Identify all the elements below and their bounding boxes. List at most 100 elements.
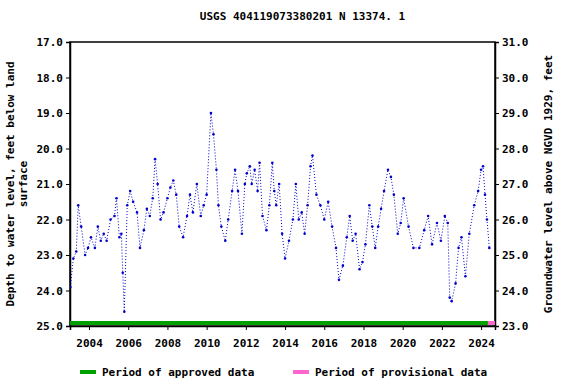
data-point xyxy=(345,236,348,239)
data-point xyxy=(454,282,457,285)
data-point xyxy=(234,169,237,172)
tick-mark xyxy=(495,149,499,150)
tick-mark xyxy=(89,326,90,330)
tick-label: 19.0 xyxy=(37,107,64,120)
data-point xyxy=(90,236,93,239)
tick: 24.0 xyxy=(37,285,71,298)
data-point xyxy=(115,197,118,200)
data-point xyxy=(327,200,330,203)
data-point xyxy=(402,197,405,200)
tick-label: 31.0 xyxy=(502,36,529,49)
data-point xyxy=(169,186,172,189)
data-point xyxy=(292,218,295,221)
tick-label: 2024 xyxy=(468,337,495,350)
data-point xyxy=(70,286,72,289)
data-point xyxy=(460,236,463,239)
tick: 2008 xyxy=(155,326,182,350)
data-point xyxy=(319,204,322,207)
data-point xyxy=(484,193,487,196)
data-point xyxy=(361,261,364,264)
tick: 29.0 xyxy=(495,107,529,120)
data-point xyxy=(309,165,312,168)
tick: 2022 xyxy=(429,326,456,350)
data-point xyxy=(113,215,116,218)
tick: 25.0 xyxy=(37,320,71,333)
tick-mark xyxy=(128,326,129,330)
tick-label: 24.0 xyxy=(37,285,64,298)
tick-mark xyxy=(495,255,499,256)
legend-label: Period of provisional data xyxy=(315,366,487,379)
title: USGS 404119073380201 N 13374. 1 xyxy=(200,10,406,23)
legend-swatch xyxy=(80,370,96,374)
y2-axis-title: Groundwater level above NGVD 1929, feet xyxy=(542,55,555,313)
tick-mark xyxy=(66,220,70,221)
data-point xyxy=(151,197,154,200)
data-point xyxy=(371,225,374,228)
data-point xyxy=(172,179,175,182)
data-point xyxy=(253,169,256,172)
tick-mark xyxy=(167,326,168,330)
tick-mark xyxy=(495,291,499,292)
data-point xyxy=(129,190,132,193)
tick: 2018 xyxy=(351,326,378,350)
data-point xyxy=(364,243,367,246)
data-point xyxy=(418,247,421,250)
tick-label: 29.0 xyxy=(502,107,529,120)
tick-label: 2014 xyxy=(272,337,299,350)
data-point xyxy=(202,204,205,207)
data-point xyxy=(77,204,80,207)
tick: 28.0 xyxy=(495,143,529,156)
plot-frame xyxy=(70,42,495,326)
tick: 23.0 xyxy=(37,249,71,262)
data-point xyxy=(351,240,354,243)
tick: 18.0 xyxy=(37,72,71,85)
data-point xyxy=(212,133,215,136)
data-point xyxy=(148,215,151,218)
tick-label: 22.0 xyxy=(37,214,64,227)
data-point xyxy=(175,193,178,196)
series-line xyxy=(70,113,489,312)
data-point xyxy=(224,240,227,243)
data-point xyxy=(338,279,341,282)
data-point xyxy=(315,193,318,196)
data-point xyxy=(342,264,345,267)
tick-mark xyxy=(66,291,70,292)
data-point xyxy=(205,193,208,196)
tick-mark xyxy=(66,184,70,185)
data-point xyxy=(136,211,139,214)
data-point xyxy=(72,257,75,260)
data-point xyxy=(265,229,268,232)
tick: 22.0 xyxy=(37,214,71,227)
data-point xyxy=(109,218,112,221)
tick: 2012 xyxy=(233,326,260,350)
data-point xyxy=(284,257,287,260)
data-point xyxy=(482,165,485,168)
data-point xyxy=(275,204,278,207)
data-point xyxy=(446,222,449,225)
tick-mark xyxy=(495,113,499,114)
tick: 2010 xyxy=(194,326,221,350)
data-point xyxy=(448,296,451,299)
data-point xyxy=(407,225,410,228)
legend-swatch xyxy=(293,370,309,374)
data-point xyxy=(99,240,102,243)
data-point xyxy=(468,232,471,235)
data-point xyxy=(189,193,192,196)
y-axis: 17.018.019.020.021.022.023.024.025.0 xyxy=(37,36,71,333)
data-point xyxy=(105,240,108,243)
data-point xyxy=(215,169,218,172)
data-point xyxy=(139,247,142,250)
data-point xyxy=(121,271,124,274)
data-point xyxy=(383,190,386,193)
tick-label: 2012 xyxy=(233,337,260,350)
data-point xyxy=(480,169,483,172)
data-point xyxy=(217,204,220,207)
data-point xyxy=(123,311,126,314)
tick-label: 2018 xyxy=(351,337,378,350)
tick-mark xyxy=(403,326,404,330)
data-point xyxy=(182,236,185,239)
data-point xyxy=(241,232,244,235)
period-bar xyxy=(488,321,495,325)
y-axis-line xyxy=(66,43,71,327)
data-point xyxy=(374,247,377,250)
